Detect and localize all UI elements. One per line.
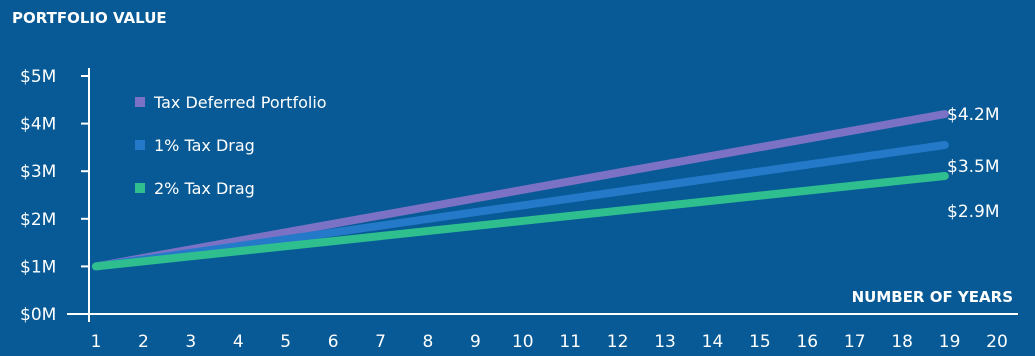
end-value-label: $3.5M [947,157,1000,177]
x-tick-label: 6 [328,332,339,352]
x-tick-label: 1 [91,332,102,352]
y-tick-labels: $0M $1M $2M $3M $4M $5M [20,67,89,325]
x-tick-label: 20 [986,332,1008,352]
legend-swatch [135,140,145,150]
series-line [92,171,949,271]
x-tick-label: 16 [796,332,818,352]
x-tick-label: 3 [185,332,196,352]
x-tick-label: 11 [559,332,581,352]
x-tick-label: 17 [844,332,866,352]
legend: Tax Deferred Portfolio 1% Tax Drag 2% Tax … [135,93,327,198]
legend-swatch [135,183,145,193]
x-tick-label: 12 [607,332,629,352]
x-tick-label: 19 [939,332,961,352]
end-value-label: $2.9M [947,202,1000,222]
x-tick-labels: 1 2 3 4 5 6 7 8 9 10 11 12 13 14 15 16 17 18 19 20 [91,332,1008,352]
x-tick-label: 7 [375,332,386,352]
y-tick-label: $2M [20,210,56,230]
x-tick-label: 18 [891,332,913,352]
y-tick-label: $5M [20,67,56,87]
end-value-label: $4.2M [947,105,1000,125]
y-tick-label: $3M [20,162,56,182]
legend-swatch [135,97,145,107]
legend-label: 1% Tax Drag [154,136,255,155]
y-axis-title: PORTFOLIO VALUE [12,9,167,27]
x-tick-label: 4 [233,332,244,352]
x-tick-label: 5 [280,332,291,352]
x-tick-label: 14 [702,332,724,352]
x-tick-label: 10 [512,332,534,352]
y-tick-label: $4M [20,115,56,135]
y-tick-label: $0M [20,305,56,325]
x-tick-label: 2 [138,332,149,352]
series-line [92,141,949,271]
x-tick-label: 9 [470,332,481,352]
x-axis-title: NUMBER OF YEARS [852,288,1013,306]
legend-label: 2% Tax Drag [154,179,255,198]
x-tick-label: 13 [654,332,676,352]
legend-label: Tax Deferred Portfolio [153,93,327,112]
series-line [92,110,949,271]
y-tick-label: $1M [20,257,56,277]
x-tick-label: 8 [423,332,434,352]
x-tick-label: 15 [749,332,771,352]
series-lines [92,110,949,271]
end-labels: $4.2M $3.5M $2.9M [947,105,1000,222]
